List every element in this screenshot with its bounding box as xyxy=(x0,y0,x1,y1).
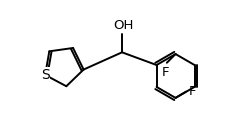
Text: F: F xyxy=(189,85,196,98)
Text: F: F xyxy=(162,66,169,79)
Text: OH: OH xyxy=(113,19,133,32)
Text: S: S xyxy=(41,68,50,82)
